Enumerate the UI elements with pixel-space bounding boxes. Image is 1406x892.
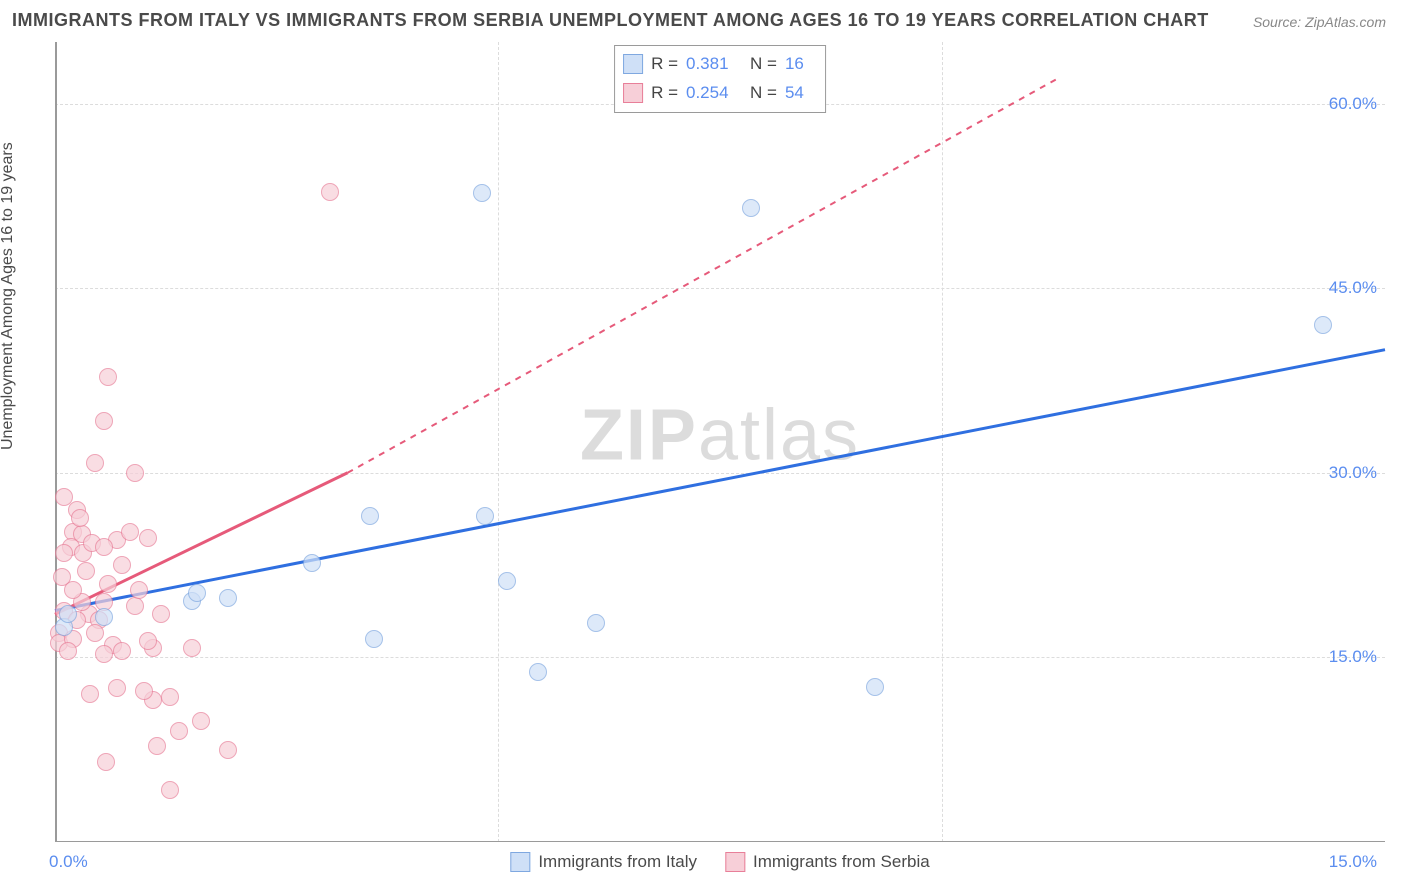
legend-item: Immigrants from Italy: [510, 852, 697, 872]
scatter-point: [161, 781, 179, 799]
scatter-point: [95, 608, 113, 626]
scatter-point: [192, 712, 210, 730]
scatter-point: [152, 605, 170, 623]
y-tick-label: 60.0%: [1329, 94, 1377, 114]
legend-row: R = 0.381 N = 16: [623, 50, 813, 79]
y-tick-label: 15.0%: [1329, 647, 1377, 667]
scatter-point: [126, 464, 144, 482]
legend-row: R = 0.254 N = 54: [623, 79, 813, 108]
legend-label: Immigrants from Italy: [538, 852, 697, 872]
scatter-point: [219, 589, 237, 607]
scatter-point: [170, 722, 188, 740]
scatter-point: [476, 507, 494, 525]
scatter-point: [59, 642, 77, 660]
series-legend: Immigrants from Italy Immigrants from Ser…: [510, 852, 929, 872]
y-tick-label: 30.0%: [1329, 463, 1377, 483]
scatter-point: [529, 663, 547, 681]
scatter-point: [121, 523, 139, 541]
scatter-point: [188, 584, 206, 602]
scatter-point: [161, 688, 179, 706]
scatter-point: [742, 199, 760, 217]
scatter-point: [135, 682, 153, 700]
scatter-point: [64, 581, 82, 599]
scatter-point: [95, 412, 113, 430]
y-tick-label: 45.0%: [1329, 278, 1377, 298]
scatter-point: [95, 645, 113, 663]
scatter-point: [1314, 316, 1332, 334]
scatter-point: [183, 639, 201, 657]
n-label: N =: [750, 50, 777, 79]
scatter-point: [473, 184, 491, 202]
scatter-point: [148, 737, 166, 755]
scatter-point: [55, 544, 73, 562]
x-tick-min: 0.0%: [49, 852, 88, 872]
source-credit: Source: ZipAtlas.com: [1253, 14, 1386, 30]
r-value: 0.381: [686, 50, 742, 79]
scatter-point: [86, 454, 104, 472]
scatter-point: [498, 572, 516, 590]
legend-item: Immigrants from Serbia: [725, 852, 930, 872]
scatter-point: [71, 509, 89, 527]
legend-swatch: [725, 852, 745, 872]
legend-swatch: [623, 54, 643, 74]
scatter-point: [361, 507, 379, 525]
chart-title: IMMIGRANTS FROM ITALY VS IMMIGRANTS FROM…: [12, 10, 1209, 31]
scatter-point: [321, 183, 339, 201]
scatter-point: [587, 614, 605, 632]
y-axis-label: Unemployment Among Ages 16 to 19 years: [0, 142, 17, 450]
scatter-point: [99, 368, 117, 386]
scatter-point: [108, 679, 126, 697]
x-tick-max: 15.0%: [1329, 852, 1377, 872]
scatter-point: [99, 575, 117, 593]
plot-area: ZIPatlas R =0.381N =16R =0.254N =54 Immi…: [55, 42, 1385, 842]
trend-lines: [55, 42, 1385, 842]
legend-swatch: [623, 83, 643, 103]
r-label: R =: [651, 79, 678, 108]
scatter-point: [139, 632, 157, 650]
n-label: N =: [750, 79, 777, 108]
scatter-point: [113, 556, 131, 574]
scatter-point: [866, 678, 884, 696]
n-value: 16: [785, 50, 813, 79]
r-label: R =: [651, 50, 678, 79]
legend-label: Immigrants from Serbia: [753, 852, 930, 872]
scatter-point: [130, 581, 148, 599]
r-value: 0.254: [686, 79, 742, 108]
scatter-point: [81, 685, 99, 703]
scatter-point: [126, 597, 144, 615]
scatter-point: [77, 562, 95, 580]
n-value: 54: [785, 79, 813, 108]
scatter-point: [139, 529, 157, 547]
scatter-point: [365, 630, 383, 648]
legend-swatch: [510, 852, 530, 872]
scatter-point: [113, 642, 131, 660]
scatter-point: [219, 741, 237, 759]
correlation-legend: R = 0.381 N = 16 R = 0.254 N = 54: [614, 45, 826, 113]
scatter-point: [303, 554, 321, 572]
scatter-point: [95, 538, 113, 556]
scatter-point: [97, 753, 115, 771]
scatter-point: [86, 624, 104, 642]
scatter-point: [59, 605, 77, 623]
